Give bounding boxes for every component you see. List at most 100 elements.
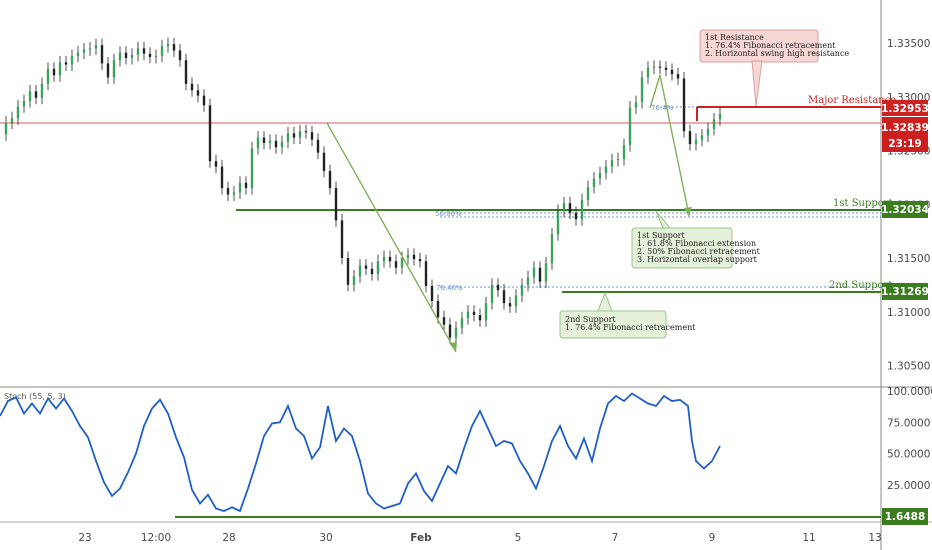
time-tick-label: 13 <box>868 532 881 544</box>
candle-body <box>526 277 530 285</box>
candle-body <box>700 135 704 140</box>
candle-body <box>712 119 716 129</box>
stoch-axis[interactable]: 100.0000 75.0000 50.0000 25.0000 <box>887 386 932 492</box>
candle-body <box>28 91 32 102</box>
candle-body <box>664 67 668 70</box>
candle-body <box>34 91 38 98</box>
fib-label-upper: 76.4% <box>651 104 674 112</box>
candle-body <box>160 46 164 56</box>
stoch-line[interactable] <box>0 392 721 513</box>
price-tick-label: 1.31500 <box>887 253 930 265</box>
candle-body <box>136 48 140 55</box>
candle-body <box>556 210 560 235</box>
arrow-head-low <box>449 342 457 352</box>
stoch-tick-label: 75.0000 <box>887 417 930 429</box>
candle-body <box>352 276 356 285</box>
candle-body <box>226 188 230 195</box>
first-support-badge[interactable]: 1.32034 <box>881 201 929 218</box>
second-support-price: 1.31269 <box>881 286 929 298</box>
second-support-label: 2nd Support <box>829 280 892 291</box>
callout-resistance-line-1: 1. 76.4% Fibonacci retracement <box>705 41 836 50</box>
candle-body <box>604 166 608 174</box>
candle-body <box>100 45 104 64</box>
callout-first-support-line-2: 2. 50% Fibonacci retracement <box>637 247 761 256</box>
time-tick-label: 9 <box>709 532 716 544</box>
candle-body <box>382 256 386 262</box>
candle-body <box>400 258 404 268</box>
candle-body <box>280 141 284 148</box>
candle-body <box>322 152 326 171</box>
candle-body <box>436 301 440 318</box>
candle-body <box>466 311 470 319</box>
candle-body <box>334 188 338 221</box>
candle-body <box>172 44 176 51</box>
candle-body <box>64 62 68 65</box>
stoch-badge-value: 1.6488 <box>885 511 926 523</box>
major-resistance-price: 1.32953 <box>881 103 929 115</box>
stoch-tick-label: 25.0000 <box>887 480 930 492</box>
candle-body <box>622 145 626 160</box>
candle-body <box>490 284 494 304</box>
candle-body <box>58 62 62 76</box>
candle-body <box>388 256 392 262</box>
candle-body <box>616 159 620 161</box>
candle-body <box>460 318 464 328</box>
candle-body <box>592 178 596 188</box>
candle-body <box>544 263 548 282</box>
candle-body <box>514 295 518 307</box>
time-tick-label: 23 <box>78 532 91 544</box>
candle-body <box>454 327 458 338</box>
candle-body <box>130 54 134 59</box>
candle-body <box>370 268 374 275</box>
candle-body <box>634 102 638 108</box>
time-tick-label: 30 <box>319 532 332 544</box>
time-tick-label: Feb <box>410 532 432 544</box>
candle-body <box>676 74 680 79</box>
candle-body <box>10 118 14 123</box>
arrow-second-leg <box>659 74 690 216</box>
candle-body <box>412 254 416 260</box>
candle-body <box>22 101 26 107</box>
candle-body <box>706 129 710 136</box>
price-tick-label: 1.30500 <box>887 361 930 373</box>
callout-resistance-pointer <box>751 60 763 107</box>
callout-second-support-title: 2nd Support <box>565 315 616 324</box>
current-price-badge[interactable]: 1.32839 23:19 <box>881 117 929 152</box>
candle-body <box>142 48 146 54</box>
major-resistance-badge[interactable]: 1.32953 <box>881 100 929 116</box>
candle-body <box>292 133 296 138</box>
stoch-tick-label: 50.0000 <box>887 449 930 461</box>
candle-body <box>358 265 362 277</box>
fib-label-50: 50.00% <box>435 210 462 218</box>
candle-body <box>304 131 308 133</box>
arrow-up-leg <box>649 74 661 109</box>
callout-resistance[interactable]: 1st Resistance 1. 76.4% Fibonacci retrac… <box>699 29 849 107</box>
stoch-badge[interactable]: 1.6488 <box>882 508 928 525</box>
fib-label-764: 76.40% <box>436 284 463 292</box>
candle-body <box>376 261 380 275</box>
candle-body <box>178 50 182 61</box>
callout-first-support-line-1: 1. 61.8% Fibonacci extension <box>637 239 756 248</box>
candle-body <box>220 166 224 189</box>
candle-body <box>646 67 650 78</box>
callout-first-support[interactable]: 1st Support 1. 61.8% Fibonacci extension… <box>631 210 761 269</box>
candlestick-series[interactable] <box>4 37 722 344</box>
arrow-down-leg <box>326 122 457 353</box>
candle-body <box>448 324 452 338</box>
price-axis[interactable]: 1.335001.330001.325001.320001.315001.310… <box>887 38 930 373</box>
time-axis[interactable]: 23 12:00 28 30 Feb 5 7 9 11 13 <box>78 532 881 544</box>
candle-body <box>562 203 566 211</box>
candle-body <box>340 220 344 258</box>
candle-body <box>520 284 524 296</box>
time-tick-label: 28 <box>222 532 235 544</box>
candle-body <box>88 48 92 50</box>
first-support-badge-bg <box>882 201 928 218</box>
callout-second-support-box <box>559 310 667 339</box>
second-support-badge[interactable]: 1.31269 <box>881 283 929 300</box>
callout-first-support-line-3: 3. Horizontal overlap support <box>637 255 758 264</box>
callout-second-support[interactable]: 2nd Support 1. 76.4% Fibonacci retraceme… <box>559 291 696 339</box>
candle-body <box>364 265 368 269</box>
candle-body <box>232 192 236 195</box>
